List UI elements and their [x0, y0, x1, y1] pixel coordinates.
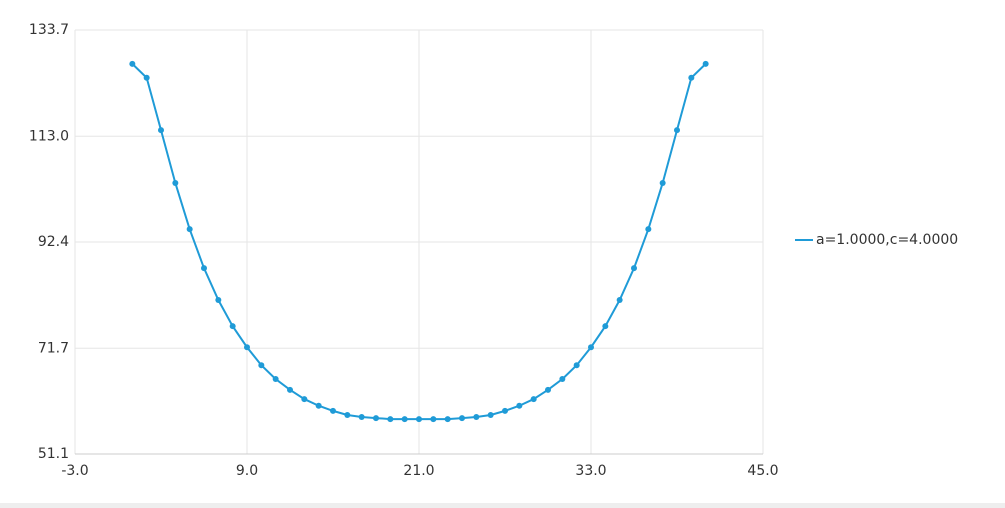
data-point	[659, 179, 666, 186]
data-point	[487, 411, 494, 418]
data-point	[545, 386, 551, 393]
data-point	[129, 60, 136, 67]
data-point	[215, 297, 222, 304]
data-point	[244, 344, 250, 351]
data-point	[459, 415, 465, 422]
data-point	[602, 323, 609, 330]
data-point	[502, 407, 508, 414]
legend-label: a=1.0000,c=4.0000	[816, 232, 958, 248]
data-point	[229, 323, 236, 330]
data-point	[387, 416, 394, 423]
y-tick-label: 51.1	[38, 446, 69, 462]
data-point	[416, 416, 422, 423]
data-point	[516, 402, 523, 409]
data-point	[258, 362, 265, 369]
data-point	[430, 416, 437, 423]
y-tick-label: 113.0	[29, 128, 69, 144]
data-point	[588, 344, 594, 351]
data-point	[201, 265, 207, 272]
data-point	[401, 416, 408, 423]
data-point	[172, 179, 179, 186]
data-point	[344, 411, 351, 418]
data-point	[674, 127, 680, 134]
data-point	[330, 407, 336, 414]
data-point	[645, 226, 652, 233]
data-point	[473, 414, 480, 421]
data-point	[530, 396, 537, 403]
y-tick-label: 133.7	[29, 22, 69, 38]
data-point	[444, 416, 451, 423]
data-point	[358, 414, 365, 421]
data-point	[702, 60, 709, 67]
data-point	[631, 265, 637, 272]
data-point	[272, 376, 279, 383]
data-point	[287, 386, 293, 393]
data-point	[559, 376, 566, 383]
data-point	[688, 74, 695, 81]
y-tick-label: 92.4	[38, 234, 69, 250]
x-tick-label: 33.0	[575, 463, 606, 479]
bottom-bar	[0, 503, 1005, 508]
x-tick-label: 45.0	[747, 463, 778, 479]
data-point	[186, 226, 193, 233]
x-tick-label: -3.0	[61, 463, 88, 479]
data-point	[573, 362, 580, 369]
data-point	[301, 396, 308, 403]
data-point	[616, 297, 623, 304]
data-point	[143, 74, 150, 81]
x-tick-label: 9.0	[236, 463, 258, 479]
data-point	[373, 415, 379, 422]
x-tick-label: 21.0	[403, 463, 434, 479]
data-point	[315, 402, 322, 409]
y-tick-label: 71.7	[38, 340, 69, 356]
data-point	[158, 127, 164, 134]
